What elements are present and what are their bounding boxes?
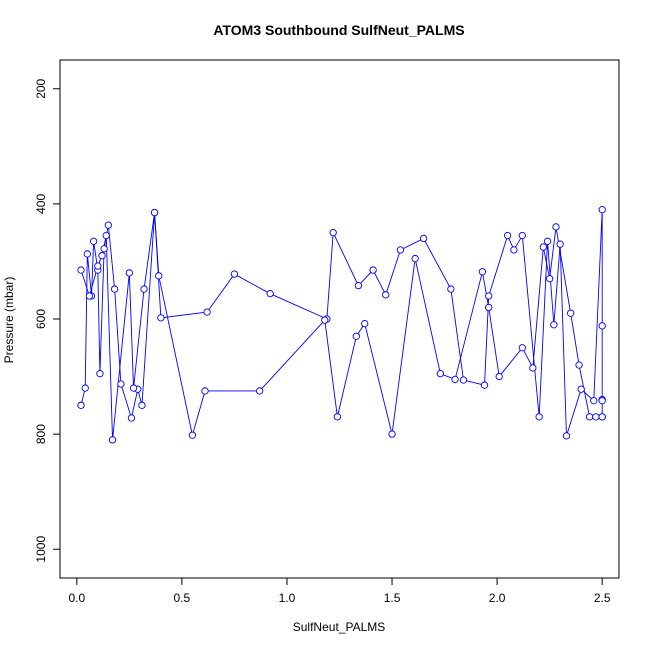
data-point (575, 361, 583, 369)
data-point (321, 316, 329, 324)
data-point (510, 246, 518, 254)
data-point (230, 270, 239, 278)
data-point (485, 292, 493, 300)
data-point (203, 308, 211, 316)
data-point (451, 375, 459, 384)
x-axis: 0.0 0.5 1.0 1.5 2.0 2.5 (68, 577, 611, 605)
data-point (556, 240, 564, 248)
data-point (127, 414, 136, 422)
data-point (150, 208, 159, 217)
data-point (598, 322, 606, 330)
data-point (503, 231, 512, 240)
x-tick-label: 2.0 (489, 591, 506, 605)
y-tick-label: 600 (34, 309, 48, 329)
data-point (419, 234, 428, 243)
data-point (495, 372, 503, 381)
data-point (485, 303, 493, 312)
data-point (552, 223, 560, 231)
data-point (81, 384, 89, 392)
data-point (201, 387, 209, 395)
series-points (77, 205, 606, 444)
data-point (598, 397, 606, 405)
data-point (459, 376, 468, 384)
data-point (266, 290, 274, 298)
x-tick-label: 1.0 (279, 591, 296, 605)
y-axis: 200 400 600 800 1000 (34, 78, 61, 563)
data-point (436, 370, 445, 378)
data-point (546, 275, 554, 283)
data-point (157, 314, 165, 322)
data-point (598, 205, 606, 214)
y-tick-label: 1000 (34, 536, 48, 563)
data-point (140, 285, 148, 293)
data-point (480, 381, 489, 389)
data-point (529, 364, 537, 372)
data-point (535, 413, 543, 421)
data-point (598, 413, 606, 421)
data-point (478, 268, 487, 276)
y-tick-label: 800 (34, 424, 48, 444)
data-point (108, 436, 117, 444)
data-point (388, 430, 396, 438)
data-point (100, 245, 108, 253)
data-point (585, 413, 594, 421)
data-point (83, 250, 91, 258)
data-point (447, 285, 455, 293)
data-point (77, 266, 85, 274)
data-point (396, 246, 405, 254)
data-point (562, 432, 571, 440)
y-tick-label: 200 (34, 78, 48, 98)
data-point (590, 397, 598, 405)
x-tick-label: 1.5 (384, 591, 401, 605)
y-tick-label: 400 (34, 194, 48, 214)
series-line-2 (80, 212, 603, 440)
data-point (361, 319, 369, 328)
data-point (77, 401, 85, 409)
data-point (550, 321, 558, 329)
data-point (382, 291, 390, 299)
data-point (352, 332, 360, 340)
data-point (96, 370, 104, 378)
data-point (188, 431, 197, 439)
data-point (102, 231, 110, 240)
data-point (369, 266, 377, 274)
data-point (89, 237, 98, 245)
data-point (518, 231, 526, 240)
data-point (567, 309, 575, 317)
data-point (539, 243, 547, 251)
data-point (518, 344, 526, 352)
series-lines (80, 209, 603, 440)
data-point (104, 221, 112, 229)
data-point (329, 229, 337, 237)
x-tick-label: 0.5 (174, 591, 191, 605)
data-point (255, 387, 264, 395)
data-point (354, 281, 363, 290)
data-point (411, 254, 419, 263)
chart-title: ATOM3 Southbound SulfNeut_PALMS (213, 22, 464, 38)
data-point (577, 385, 585, 393)
x-tick-label: 2.5 (594, 591, 611, 605)
y-axis-label: Pressure (mbar) (2, 277, 16, 364)
data-point (85, 292, 94, 300)
data-point (117, 380, 125, 388)
data-point (333, 413, 342, 421)
x-axis-label: SulfNeut_PALMS (293, 620, 386, 634)
data-point (94, 262, 102, 270)
data-point (138, 401, 146, 409)
series-line-1 (80, 209, 603, 436)
data-point (543, 237, 552, 245)
data-point (110, 285, 119, 293)
data-point (129, 384, 138, 392)
x-tick-label: 0.0 (68, 591, 85, 605)
data-point (155, 272, 163, 280)
data-point (125, 269, 133, 277)
plot-frame (59, 59, 620, 579)
data-point (592, 413, 600, 421)
data-point (98, 252, 106, 260)
